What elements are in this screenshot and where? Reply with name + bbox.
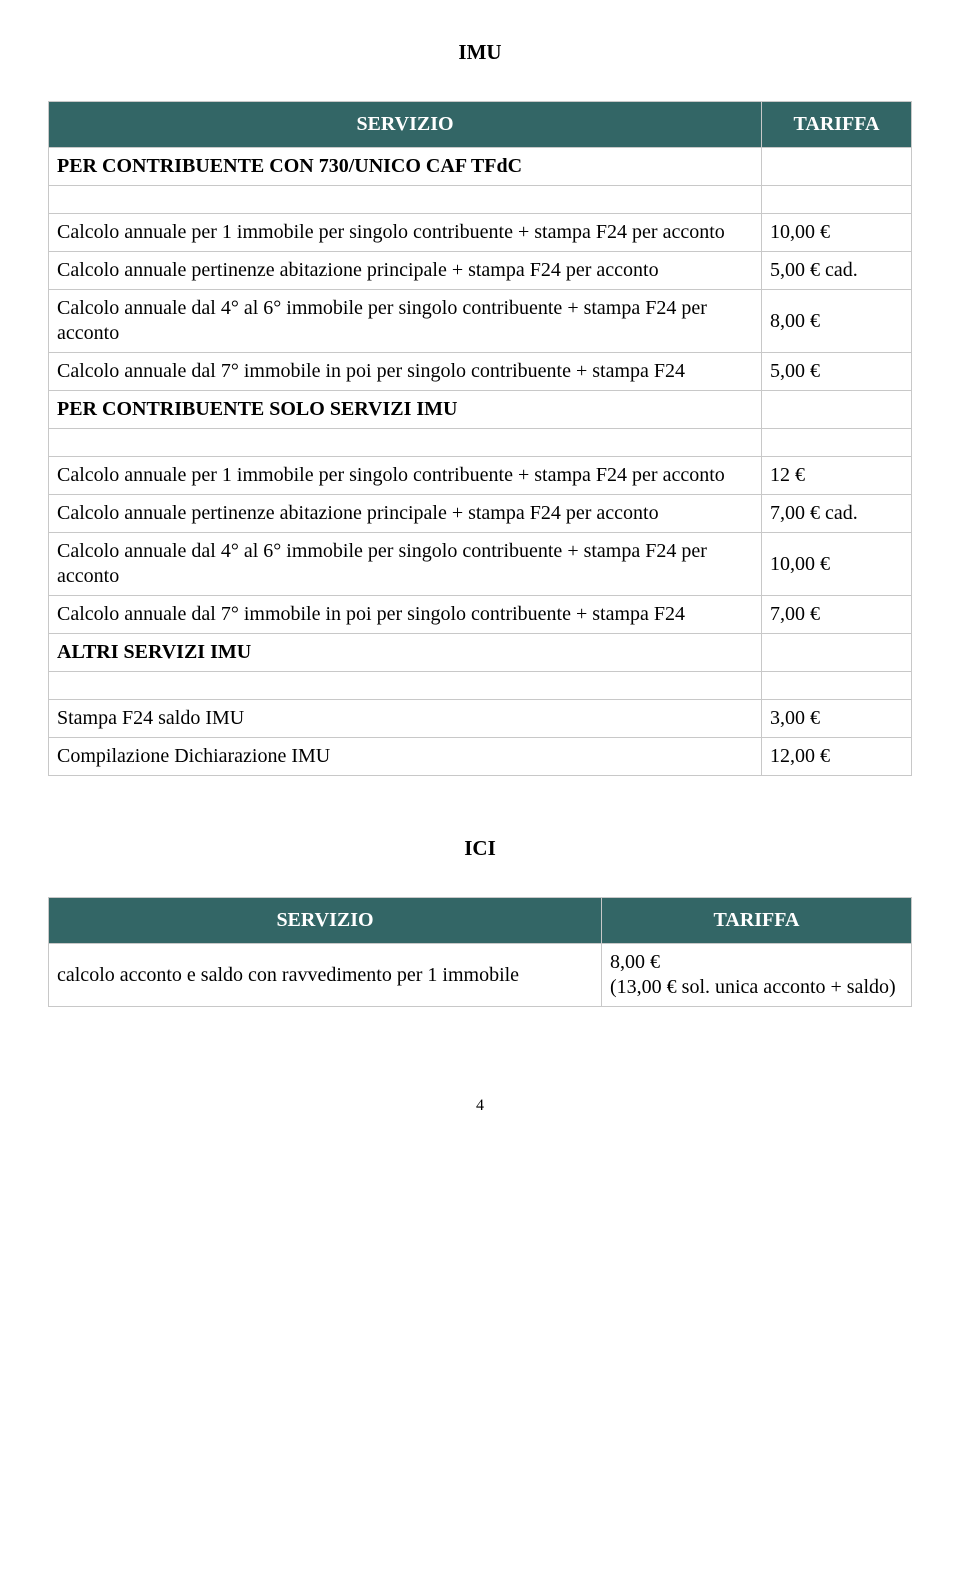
section-a-title: PER CONTRIBUENTE CON 730/UNICO CAF TFdC (49, 148, 762, 186)
row-value: 10,00 € (762, 214, 912, 252)
row-value: 5,00 € (762, 353, 912, 391)
table-row: Calcolo annuale per 1 immobile per singo… (49, 214, 912, 252)
spacer-row (49, 186, 912, 214)
table-row: Calcolo annuale dal 4° al 6° immobile pe… (49, 290, 912, 353)
section-c-title: ALTRI SERVIZI IMU (49, 634, 762, 672)
section-b-title-row: PER CONTRIBUENTE SOLO SERVIZI IMU (49, 391, 912, 429)
spacer-cell (762, 429, 912, 457)
row-value: 3,00 € (762, 700, 912, 738)
table-row: Calcolo annuale dal 4° al 6° immobile pe… (49, 533, 912, 596)
table-row: Calcolo annuale pertinenze abitazione pr… (49, 252, 912, 290)
row-value: 5,00 € cad. (762, 252, 912, 290)
row-label: Calcolo annuale per 1 immobile per singo… (49, 457, 762, 495)
table-row: Calcolo annuale dal 7° immobile in poi p… (49, 353, 912, 391)
empty-cell (762, 391, 912, 429)
empty-cell (762, 148, 912, 186)
table-row: Calcolo annuale per 1 immobile per singo… (49, 457, 912, 495)
spacer-cell (49, 672, 762, 700)
row-label: Calcolo annuale pertinenze abitazione pr… (49, 252, 762, 290)
header-row: SERVIZIO TARIFFA (49, 102, 912, 148)
table-row: calcolo acconto e saldo con ravvedimento… (49, 944, 912, 1007)
spacer-cell (762, 672, 912, 700)
row-label: Calcolo annuale pertinenze abitazione pr… (49, 495, 762, 533)
row-value: 12,00 € (762, 738, 912, 776)
header-row: SERVIZIO TARIFFA (49, 898, 912, 944)
table-row: Calcolo annuale pertinenze abitazione pr… (49, 495, 912, 533)
row-label: Compilazione Dichiarazione IMU (49, 738, 762, 776)
spacer-cell (49, 429, 762, 457)
spacer-row (49, 429, 912, 457)
col-tariff-header: TARIFFA (762, 102, 912, 148)
row-label: calcolo acconto e saldo con ravvedimento… (49, 944, 602, 1007)
spacer-cell (762, 186, 912, 214)
spacer-cell (49, 186, 762, 214)
row-label: Calcolo annuale dal 7° immobile in poi p… (49, 596, 762, 634)
row-value: 7,00 € (762, 596, 912, 634)
section-c-title-row: ALTRI SERVIZI IMU (49, 634, 912, 672)
section-a-title-row: PER CONTRIBUENTE CON 730/UNICO CAF TFdC (49, 148, 912, 186)
row-label: Stampa F24 saldo IMU (49, 700, 762, 738)
imu-table: SERVIZIO TARIFFA PER CONTRIBUENTE CON 73… (48, 101, 912, 776)
col-service-header: SERVIZIO (49, 102, 762, 148)
page-number: 4 (48, 1097, 912, 1115)
row-value: 7,00 € cad. (762, 495, 912, 533)
table-row: Calcolo annuale dal 7° immobile in poi p… (49, 596, 912, 634)
row-label: Calcolo annuale dal 4° al 6° immobile pe… (49, 533, 762, 596)
spacer-row (49, 672, 912, 700)
empty-cell (762, 634, 912, 672)
table-row: Compilazione Dichiarazione IMU 12,00 € (49, 738, 912, 776)
col-service-header: SERVIZIO (49, 898, 602, 944)
section-b-title: PER CONTRIBUENTE SOLO SERVIZI IMU (49, 391, 762, 429)
ici-table: SERVIZIO TARIFFA calcolo acconto e saldo… (48, 897, 912, 1007)
row-value: 10,00 € (762, 533, 912, 596)
ici-section-title: ICI (48, 836, 912, 861)
row-value: 12 € (762, 457, 912, 495)
table-row: Stampa F24 saldo IMU 3,00 € (49, 700, 912, 738)
row-label: Calcolo annuale dal 7° immobile in poi p… (49, 353, 762, 391)
row-label: Calcolo annuale per 1 immobile per singo… (49, 214, 762, 252)
row-value: 8,00 € (13,00 € sol. unica acconto + sal… (602, 944, 912, 1007)
col-tariff-header: TARIFFA (602, 898, 912, 944)
row-value: 8,00 € (762, 290, 912, 353)
page-title: IMU (48, 40, 912, 65)
row-label: Calcolo annuale dal 4° al 6° immobile pe… (49, 290, 762, 353)
